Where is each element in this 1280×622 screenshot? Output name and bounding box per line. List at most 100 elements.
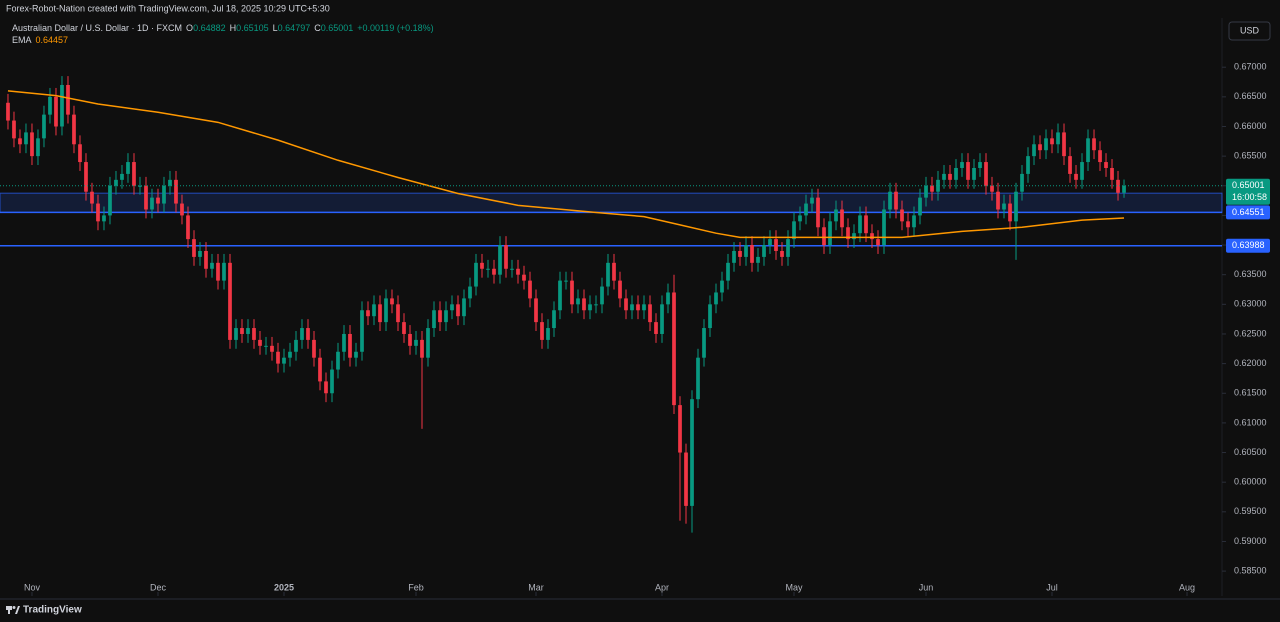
candle-body xyxy=(132,162,136,186)
candle-body xyxy=(912,215,916,228)
candle-body xyxy=(324,381,328,394)
candle-body xyxy=(540,322,544,340)
candle-body xyxy=(528,280,532,299)
candle-body xyxy=(996,191,1000,210)
candle-body xyxy=(348,333,352,358)
candle-body xyxy=(156,197,160,204)
candle-body xyxy=(108,185,112,216)
candle-body xyxy=(834,209,838,222)
candle-body xyxy=(594,304,598,306)
candle-body xyxy=(222,262,226,281)
ema-legend: EMA 0.64457 xyxy=(12,35,68,45)
candle-body xyxy=(534,298,538,323)
y-tick-label: 0.58500 xyxy=(1234,565,1267,575)
candle-body xyxy=(510,268,514,270)
candle-body xyxy=(552,310,556,329)
candle-body xyxy=(336,351,340,370)
candle-body xyxy=(876,239,880,246)
candle-body xyxy=(1080,162,1084,180)
candle-body xyxy=(966,162,970,180)
symbol-title: Australian Dollar / U.S. Dollar · 1D · F… xyxy=(12,23,182,33)
y-tick-label: 0.65500 xyxy=(1234,151,1267,161)
candle-body xyxy=(18,138,22,145)
y-tick-label: 0.62000 xyxy=(1234,358,1267,368)
candle-body xyxy=(588,304,592,311)
candle-body xyxy=(414,339,418,346)
y-tick-label: 0.59000 xyxy=(1234,536,1267,546)
candle-body xyxy=(810,197,814,204)
candle-body xyxy=(198,250,202,257)
candle-body xyxy=(726,262,730,281)
candle-body xyxy=(186,215,190,240)
ema-value: 0.64457 xyxy=(36,35,69,45)
brand: TradingView xyxy=(23,605,82,616)
candle-body xyxy=(36,138,40,157)
y-tick-label: 0.62500 xyxy=(1234,328,1267,338)
candle-body xyxy=(420,339,424,358)
candle-body xyxy=(780,250,784,257)
candle-body xyxy=(708,304,712,329)
x-tick-label: 2025 xyxy=(274,582,294,592)
candle-body xyxy=(858,215,862,234)
x-tick-label: Jun xyxy=(919,582,934,592)
candle-body xyxy=(648,304,652,323)
candle-body xyxy=(804,203,808,216)
x-tick-label: Dec xyxy=(150,582,167,592)
candle-body xyxy=(498,245,502,275)
y-tick-label: 0.63500 xyxy=(1234,269,1267,279)
ohlc-label: O xyxy=(186,23,193,33)
candle-body xyxy=(474,262,478,287)
candle-body xyxy=(162,185,166,204)
candle-body xyxy=(894,191,898,210)
y-tick-label: 0.59500 xyxy=(1234,506,1267,516)
attribution: Forex-Robot-Nation created with TradingV… xyxy=(6,3,330,13)
candle-body xyxy=(828,221,832,246)
candle-body xyxy=(696,357,700,400)
candle-body xyxy=(918,197,922,216)
currency-label[interactable]: USD xyxy=(1240,25,1260,35)
y-tick-label: 0.60000 xyxy=(1234,477,1267,487)
candle-body xyxy=(78,144,82,163)
candle-body xyxy=(600,286,604,305)
level-label: 0.63988 xyxy=(1232,240,1265,250)
candle-body xyxy=(1086,138,1090,163)
candle-body xyxy=(444,310,448,323)
candle-body xyxy=(96,203,100,222)
candle-body xyxy=(702,328,706,358)
candle-body xyxy=(678,405,682,453)
y-tick-label: 0.60500 xyxy=(1234,447,1267,457)
candle-body xyxy=(558,280,562,311)
y-tick-label: 0.67000 xyxy=(1234,62,1267,72)
candle-body xyxy=(930,185,934,192)
candle-body xyxy=(396,304,400,323)
candle-body xyxy=(318,357,322,382)
candle-body xyxy=(888,191,892,210)
candle-body xyxy=(852,233,856,240)
candle-body xyxy=(228,262,232,340)
candle-body xyxy=(288,351,292,358)
candle-body xyxy=(660,304,664,334)
candle-body xyxy=(1026,156,1030,174)
level-tag xyxy=(1226,238,1270,253)
candle-body xyxy=(1098,150,1102,163)
candle-body xyxy=(354,351,358,358)
currency-button[interactable] xyxy=(1228,21,1271,41)
candle-body xyxy=(738,250,742,257)
candle-body xyxy=(756,256,760,263)
candle-body xyxy=(954,167,958,180)
candle-body xyxy=(54,96,58,127)
candle-body xyxy=(282,357,286,364)
candle-body xyxy=(114,179,118,186)
candle-body xyxy=(792,221,796,240)
candle-body xyxy=(1032,144,1036,157)
candle-body xyxy=(744,245,748,257)
candle-body xyxy=(606,262,610,287)
candle-body xyxy=(312,339,316,358)
candle-body xyxy=(984,162,988,186)
candle-body xyxy=(390,298,394,305)
candle-body xyxy=(672,292,676,406)
ema-label: EMA xyxy=(12,35,32,45)
candle-body xyxy=(1002,203,1006,210)
